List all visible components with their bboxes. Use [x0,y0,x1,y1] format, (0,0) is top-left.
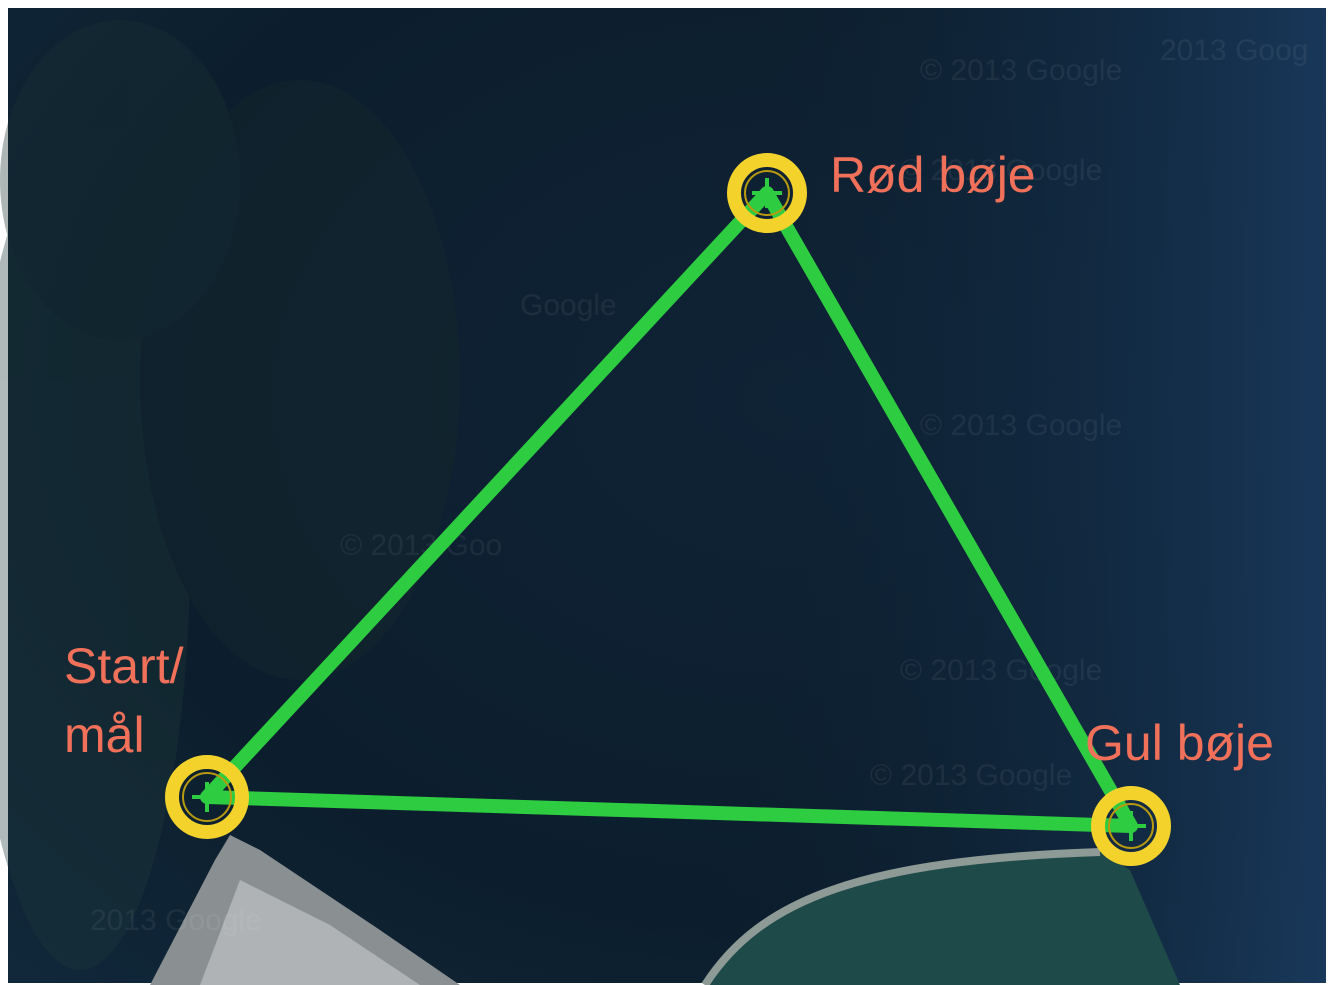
watermark: 2013 Goog [1160,34,1308,67]
page: © 2013 Google © 2013 Google Google © 201… [0,0,1328,985]
map: © 2013 Google © 2013 Google Google © 201… [0,0,1328,985]
watermark: © 2013 Google [870,759,1072,792]
buoy-start [172,762,242,832]
marker-label: Gul bøje [1085,715,1274,771]
watermark: © 2013 Google [920,54,1122,87]
marker-label: Start/ [64,638,184,694]
marker-label: Rød bøje [830,147,1036,203]
marker-label: mål [64,707,145,763]
watermark: © 2013 Google [900,654,1102,687]
watermark: 2013 Google [90,904,262,937]
watermark: © 2013 Google [920,409,1122,442]
watermark: Google [520,289,617,322]
